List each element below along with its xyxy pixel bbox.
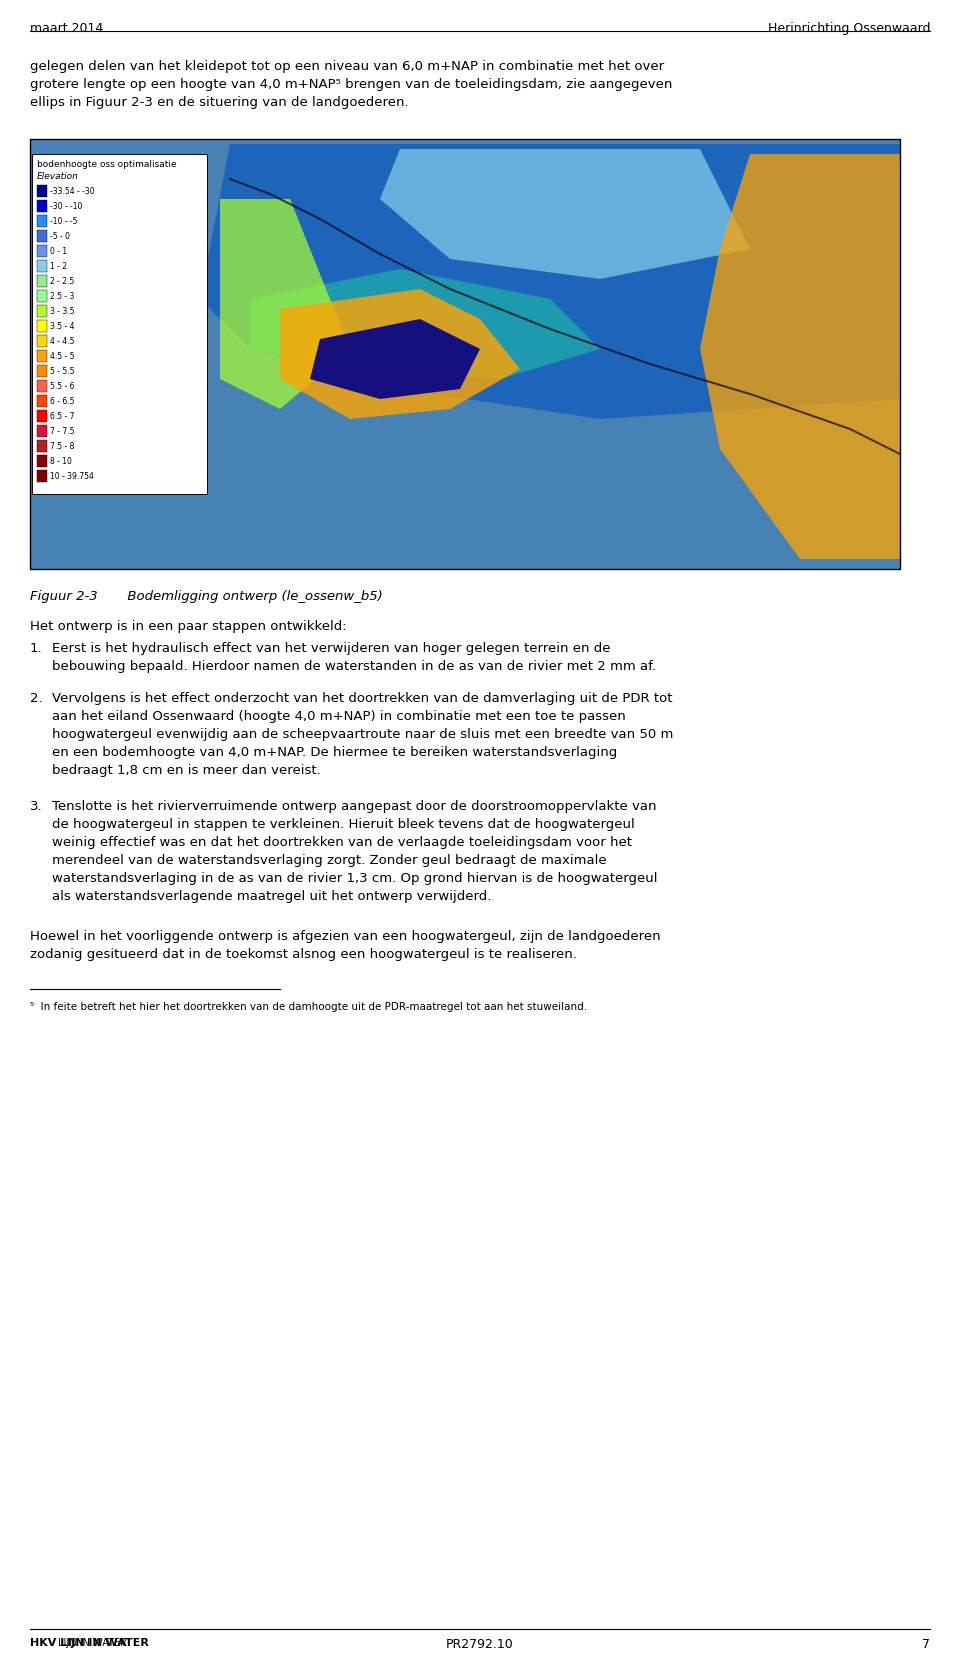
Text: -5 - 0: -5 - 0 <box>50 232 70 240</box>
Polygon shape <box>250 270 600 379</box>
Text: 7: 7 <box>922 1637 930 1650</box>
Text: 4 - 4.5: 4 - 4.5 <box>50 336 75 346</box>
Text: 6 - 6.5: 6 - 6.5 <box>50 396 75 406</box>
Bar <box>37 200 47 212</box>
Bar <box>37 230 47 244</box>
Text: HKV LIJN IN WATER: HKV LIJN IN WATER <box>30 1637 149 1647</box>
Text: Elevation: Elevation <box>37 172 79 181</box>
Text: 3 - 3.5: 3 - 3.5 <box>50 307 75 316</box>
Text: 10 - 39.754: 10 - 39.754 <box>50 472 94 481</box>
Text: Herinrichting Ossenwaard: Herinrichting Ossenwaard <box>767 22 930 35</box>
Text: 5 - 5.5: 5 - 5.5 <box>50 366 75 376</box>
Bar <box>30 139 900 570</box>
Bar <box>37 321 47 333</box>
Bar <box>37 366 47 378</box>
Text: Hoewel in het voorliggende ontwerp is afgezien van een hoogwatergeul, zijn de la: Hoewel in het voorliggende ontwerp is af… <box>30 930 660 961</box>
Text: Vervolgens is het effect onderzocht van het doortrekken van de damverlaging uit : Vervolgens is het effect onderzocht van … <box>52 691 673 777</box>
Bar <box>37 441 47 452</box>
Text: 7.5 - 8: 7.5 - 8 <box>50 442 74 451</box>
Bar <box>37 186 47 197</box>
Text: 4.5 - 5: 4.5 - 5 <box>50 351 75 361</box>
Text: ⁵  In feite betreft het hier het doortrekken van de damhoogte uit de PDR-maatreg: ⁵ In feite betreft het hier het doortrek… <box>30 1001 588 1011</box>
Bar <box>37 307 47 318</box>
Bar <box>37 426 47 437</box>
Bar <box>37 275 47 288</box>
Text: 0 - 1: 0 - 1 <box>50 247 67 255</box>
Text: 7 - 7.5: 7 - 7.5 <box>50 428 75 436</box>
Text: Figuur 2-3       Bodemligging ontwerp (le_ossenw_b5): Figuur 2-3 Bodemligging ontwerp (le_osse… <box>30 590 383 603</box>
Bar <box>37 351 47 363</box>
Polygon shape <box>280 290 520 419</box>
Bar <box>37 336 47 348</box>
Text: bodenhoogte oss optimalisatie: bodenhoogte oss optimalisatie <box>37 161 177 169</box>
Text: 8 - 10: 8 - 10 <box>50 457 72 466</box>
Bar <box>37 215 47 229</box>
Bar <box>30 139 900 570</box>
Text: Eerst is het hydraulisch effect van het verwijderen van hoger gelegen terrein en: Eerst is het hydraulisch effect van het … <box>52 641 656 673</box>
Text: LIJN IN WATER: LIJN IN WATER <box>58 1637 127 1647</box>
Bar <box>37 292 47 303</box>
Text: 5.5 - 6: 5.5 - 6 <box>50 381 75 391</box>
Text: -33.54 - -30: -33.54 - -30 <box>50 187 95 196</box>
Text: -10 - -5: -10 - -5 <box>50 217 78 225</box>
Polygon shape <box>380 149 750 280</box>
Bar <box>32 154 207 495</box>
Text: maart 2014: maart 2014 <box>30 22 104 35</box>
Text: gelegen delen van het kleidepot tot op een niveau van 6,0 m+NAP in combinatie me: gelegen delen van het kleidepot tot op e… <box>30 60 672 109</box>
Bar <box>37 245 47 258</box>
Text: Tenslotte is het rivierverruimende ontwerp aangepast door de doorstroomoppervlak: Tenslotte is het rivierverruimende ontwe… <box>52 800 658 903</box>
Text: PR2792.10: PR2792.10 <box>446 1637 514 1650</box>
Text: 3.: 3. <box>30 800 42 812</box>
Text: Het ontwerp is in een paar stappen ontwikkeld:: Het ontwerp is in een paar stappen ontwi… <box>30 620 347 633</box>
Bar <box>37 471 47 482</box>
Text: 3.5 - 4: 3.5 - 4 <box>50 321 75 331</box>
Bar <box>37 396 47 408</box>
Polygon shape <box>700 154 900 560</box>
Bar <box>37 260 47 273</box>
Bar <box>37 411 47 423</box>
Bar <box>37 381 47 393</box>
Text: 6.5 - 7: 6.5 - 7 <box>50 411 75 421</box>
Text: 2.: 2. <box>30 691 42 704</box>
Text: 2.5 - 3: 2.5 - 3 <box>50 292 74 302</box>
Text: 1 - 2: 1 - 2 <box>50 262 67 270</box>
Text: -30 - -10: -30 - -10 <box>50 202 83 210</box>
Polygon shape <box>220 200 350 409</box>
Text: 1.: 1. <box>30 641 42 655</box>
Text: 2 - 2.5: 2 - 2.5 <box>50 277 74 285</box>
Polygon shape <box>310 320 480 399</box>
Polygon shape <box>200 144 900 419</box>
Bar <box>37 456 47 467</box>
